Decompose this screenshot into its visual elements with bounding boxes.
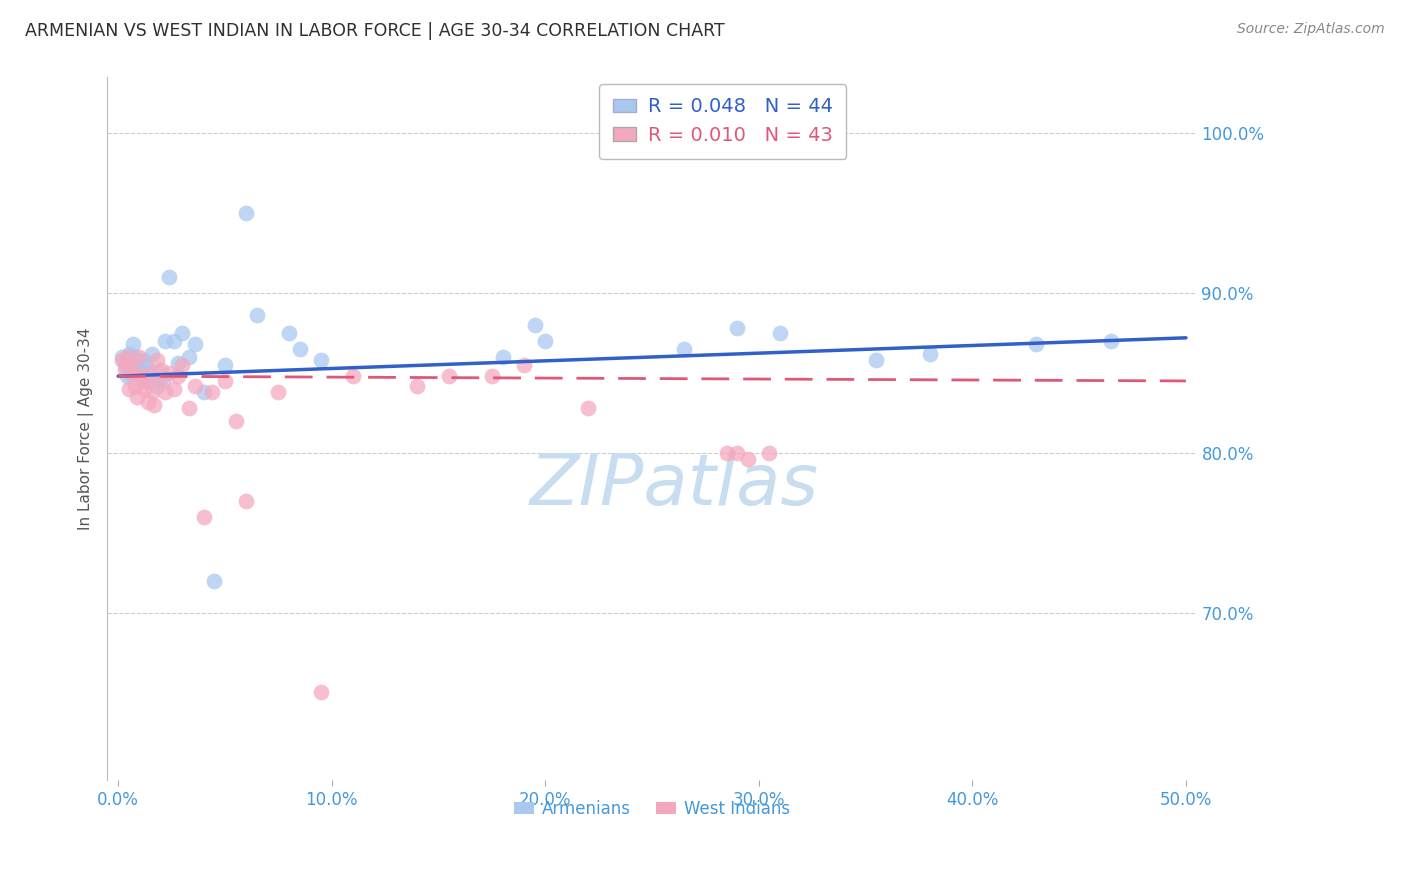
Point <box>118 366 141 380</box>
Point <box>523 318 546 332</box>
Point <box>139 366 162 380</box>
Point <box>145 378 167 392</box>
Point <box>127 390 149 404</box>
Point <box>148 366 170 380</box>
Point <box>309 353 332 368</box>
Legend: Armenians, West Indians: Armenians, West Indians <box>508 793 797 825</box>
Point <box>267 385 290 400</box>
Text: ZIPatlas: ZIPatlas <box>529 450 818 520</box>
Point <box>152 374 174 388</box>
Point <box>235 206 257 220</box>
Point <box>1099 334 1122 348</box>
Point <box>114 353 136 368</box>
Point <box>716 446 738 460</box>
Point <box>135 358 157 372</box>
Point <box>491 350 513 364</box>
Point <box>111 350 134 364</box>
Point <box>184 378 207 392</box>
Point <box>246 309 269 323</box>
Point <box>115 350 138 364</box>
Point <box>172 358 194 372</box>
Point <box>193 385 215 400</box>
Point <box>118 382 141 396</box>
Point <box>153 385 176 400</box>
Point <box>124 378 146 392</box>
Text: ARMENIAN VS WEST INDIAN IN LABOR FORCE | AGE 30-34 CORRELATION CHART: ARMENIAN VS WEST INDIAN IN LABOR FORCE |… <box>25 22 725 40</box>
Point <box>201 385 224 400</box>
Text: Source: ZipAtlas.com: Source: ZipAtlas.com <box>1237 22 1385 37</box>
Point <box>727 446 749 460</box>
Y-axis label: In Labor Force | Age 30-34: In Labor Force | Age 30-34 <box>79 327 94 530</box>
Point <box>127 358 149 372</box>
Point <box>727 321 749 335</box>
Point <box>163 334 186 348</box>
Point <box>202 574 225 588</box>
Point <box>1025 337 1047 351</box>
Point <box>309 685 332 699</box>
Point <box>118 347 141 361</box>
Point <box>342 369 364 384</box>
Point <box>136 394 159 409</box>
Point <box>177 350 200 364</box>
Point <box>114 363 136 377</box>
Point <box>406 378 429 392</box>
Point <box>214 374 236 388</box>
Point <box>769 326 792 340</box>
Point <box>122 337 145 351</box>
Point <box>737 452 759 467</box>
Point <box>143 398 166 412</box>
Point <box>128 363 150 377</box>
Point <box>135 374 157 388</box>
Point <box>214 358 236 372</box>
Point <box>115 369 138 384</box>
Point <box>163 382 186 396</box>
Point <box>136 369 159 384</box>
Point <box>184 337 207 351</box>
Point <box>124 350 146 364</box>
Point <box>120 353 142 368</box>
Point <box>235 493 257 508</box>
Point <box>157 366 180 380</box>
Point <box>193 509 215 524</box>
Point <box>865 353 887 368</box>
Point <box>148 374 170 388</box>
Point <box>111 353 134 368</box>
Point <box>149 363 172 377</box>
Point <box>128 350 150 364</box>
Point <box>114 358 136 372</box>
Point <box>481 369 503 384</box>
Point <box>576 401 599 416</box>
Point <box>131 369 153 384</box>
Point <box>157 270 180 285</box>
Point <box>758 446 780 460</box>
Point <box>120 358 142 372</box>
Point <box>132 382 155 396</box>
Point <box>278 326 301 340</box>
Point <box>153 334 176 348</box>
Point <box>437 369 460 384</box>
Point <box>534 334 557 348</box>
Point <box>918 347 941 361</box>
Point <box>225 414 247 428</box>
Point <box>131 374 153 388</box>
Point <box>177 401 200 416</box>
Point <box>141 385 163 400</box>
Point <box>172 326 194 340</box>
Point <box>145 353 167 368</box>
Point <box>513 358 536 372</box>
Point <box>673 342 696 356</box>
Point <box>167 369 190 384</box>
Point <box>132 353 155 368</box>
Point <box>167 356 190 370</box>
Point <box>122 366 145 380</box>
Point <box>141 347 163 361</box>
Point <box>288 342 311 356</box>
